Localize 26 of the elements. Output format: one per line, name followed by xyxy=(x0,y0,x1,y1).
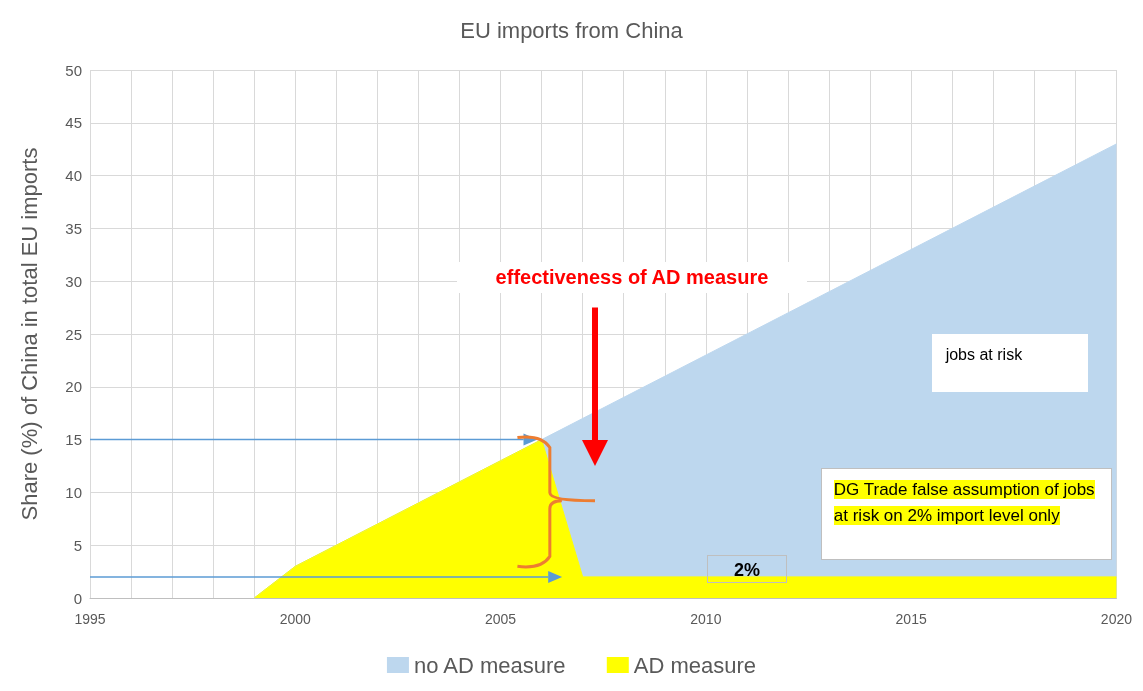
legend-label: AD measure xyxy=(633,652,757,678)
text-box: jobs at risk xyxy=(931,334,1088,393)
y-tick-label: 40 xyxy=(65,167,82,185)
x-tick-label: 2020 xyxy=(1100,611,1133,627)
y-tick-label: 30 xyxy=(65,272,82,290)
y-tick-label: 10 xyxy=(65,483,82,501)
x-tick-label: 2010 xyxy=(690,611,722,627)
text-box: effectiveness of AD measure xyxy=(456,262,807,294)
y-axis-title: Share (%) of China in total EU imports xyxy=(16,147,42,521)
y-tick-label: 35 xyxy=(65,219,82,237)
annotation: 2% xyxy=(706,554,787,583)
y-tick-label: 25 xyxy=(65,325,82,343)
y-tick-label: 0 xyxy=(73,589,82,607)
x-tick-label: 2000 xyxy=(279,611,312,627)
legend-label: no AD measure xyxy=(413,652,566,678)
y-tick-label: 5 xyxy=(73,536,82,554)
x-tick-label: 1995 xyxy=(74,611,106,627)
x-tick-label: 2015 xyxy=(895,611,927,627)
y-tick-label: 15 xyxy=(65,431,82,449)
text-box: DG Trade false assumption of jobs at risk on 2% import level only xyxy=(820,468,1113,560)
y-tick-label: 20 xyxy=(65,378,82,396)
annotation: DG Trade false assumption of jobs at risk on 2% import level only xyxy=(833,480,1095,526)
y-tick-label: 50 xyxy=(65,61,82,79)
x-tick-label: 2005 xyxy=(484,611,517,627)
y-tick-label: 45 xyxy=(65,114,82,132)
chart-title: EU imports from China xyxy=(460,17,684,43)
